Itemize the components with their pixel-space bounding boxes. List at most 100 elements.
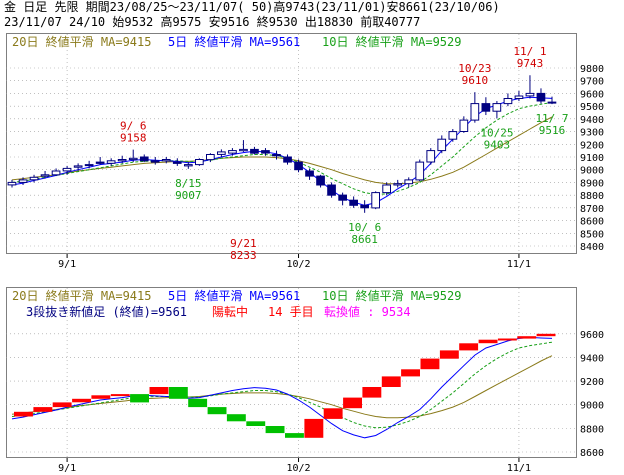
ma20-line [11,355,553,419]
sanpon-brick [478,339,498,344]
candle-body [239,148,248,152]
legend-ma5-bottom: 5日 終値平滑 MA=9561 [168,288,300,303]
annotation-value: 8233 [230,249,257,262]
candle-body [437,138,447,152]
x-tick-label: 10/2 [286,259,310,270]
annotation-value: 9743 [517,57,544,70]
sanpon-brick [536,333,556,337]
annotation-value: 9610 [462,74,489,87]
sanpon-brick [226,414,246,422]
y-tick-label: 8600 [580,448,604,459]
candle-body [382,184,391,194]
sanpon-brick [188,398,208,408]
turn-count: 14 手目 [268,305,314,319]
chart-header-line2: 23/11/07 24/10 始9532 高9575 安9516 終9530 出… [4,15,421,29]
candle-body [525,92,535,97]
candle-grid [6,34,576,254]
candle-panel [6,33,577,254]
candle-body [360,204,369,209]
sanpon-ma-lines [11,336,553,439]
candle-y-axis: 8400850086008700880089009000910092009300… [580,64,604,253]
sanpon-brick [323,408,343,419]
candle-body [316,175,325,186]
annotation-date: 10/23 [458,62,491,75]
candle-body [228,150,237,154]
candle-body [250,148,259,154]
y-tick-label: 9700 [580,77,604,88]
sanpon-brick [439,350,459,359]
annotation-date: 11/ 7 [535,112,568,125]
sanpon-brick [285,433,304,438]
legend-ma20-top: 20日 終値平滑 MA=9415 [12,34,151,49]
sanpon-brick [362,387,382,398]
x-tick-label: 9/1 [58,259,76,270]
candle-body [371,192,380,209]
sanpon-brick [246,421,266,426]
sanpon-brick [149,387,169,395]
sanpon-brick [168,387,188,399]
candle-body [29,176,39,181]
candle-body [272,154,281,157]
candle-body [95,161,105,164]
y-tick-label: 8500 [580,229,604,240]
candle-body [195,159,204,166]
sanpon-brick [401,369,420,377]
candle-body [426,150,436,163]
sanpon-y-axis: 8600 8800 9000 9200 9400 9600 [580,330,604,459]
trend-state: 陽転中 [212,304,248,319]
y-tick-label: 8700 [580,204,604,215]
y-tick-label: 9200 [580,377,604,388]
sanpon-brick [91,395,111,399]
candle-body [415,161,425,181]
candle-body [172,161,182,164]
candle-body [514,95,524,99]
annotation-date: 11/ 1 [513,45,546,58]
candle-body [492,103,502,112]
candle-body [139,156,149,162]
y-tick-label: 9400 [580,115,604,126]
candle-body [547,101,557,104]
y-tick-label: 8900 [580,178,604,189]
x-tick-label: 11/1 [507,259,531,270]
sanpon-brick [110,394,130,397]
candle-body [117,159,127,162]
candle-body [40,174,50,177]
candle-body [84,164,94,167]
annotation-date: 9/ 6 [120,120,147,133]
x-tick-label: 11/1 [507,463,531,474]
candle-body [448,131,458,140]
ma10-line [11,102,553,196]
ma5-line [11,336,553,439]
candle-x-axis: 9/1 10/2 11/1 [58,254,531,270]
y-tick-label: 9300 [580,128,604,139]
y-tick-label: 9100 [580,153,604,164]
sanpon-brick [459,343,479,351]
candle-series [7,75,557,213]
annotation-date: 9/21 [230,237,257,250]
candle-body [51,170,61,176]
candle-body [128,157,138,161]
annotation-value: 9007 [175,189,202,202]
y-tick-label: 9200 [580,140,604,151]
candle-body [18,179,28,183]
annotation-date: 8/15 [175,177,202,190]
y-tick-label: 9000 [580,166,604,177]
annotation-date: 10/ 6 [348,221,381,234]
annotation-value: 9516 [539,124,566,137]
sanpon-brick [207,407,227,415]
candle-body [305,170,314,177]
sanpon-brick [381,376,401,387]
candle-body [327,184,336,196]
sanpon-brick [265,426,285,434]
sanpon-brick [420,358,440,370]
sanpon-brick [33,407,53,412]
candle-body [393,183,403,186]
sanpon-brick [72,398,91,403]
candle-body [470,103,480,121]
y-tick-label: 8800 [580,191,604,202]
candle-body [481,103,491,112]
y-tick-label: 8600 [580,217,604,228]
candle-body [294,161,303,171]
